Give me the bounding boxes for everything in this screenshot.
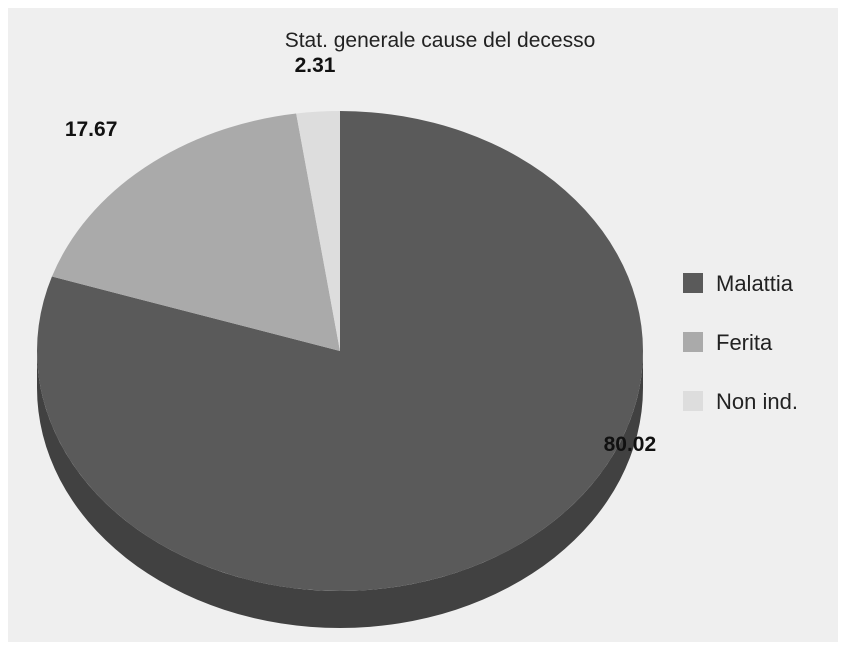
legend-label-ferita: Ferita: [716, 330, 773, 355]
data-label-malattia: 80.02: [604, 433, 657, 456]
data-label-non-ind: 2.31: [295, 54, 336, 77]
legend-label-non-ind: Non ind.: [716, 389, 798, 414]
data-label-ferita: 17.67: [65, 118, 118, 141]
legend-swatch-non-ind: [683, 391, 703, 411]
pie-top: [37, 111, 643, 591]
chart-legend: Malattia Ferita Non ind.: [683, 271, 798, 414]
legend-swatch-malattia: [683, 273, 703, 293]
legend-label-malattia: Malattia: [716, 271, 794, 296]
legend-swatch-ferita: [683, 332, 703, 352]
